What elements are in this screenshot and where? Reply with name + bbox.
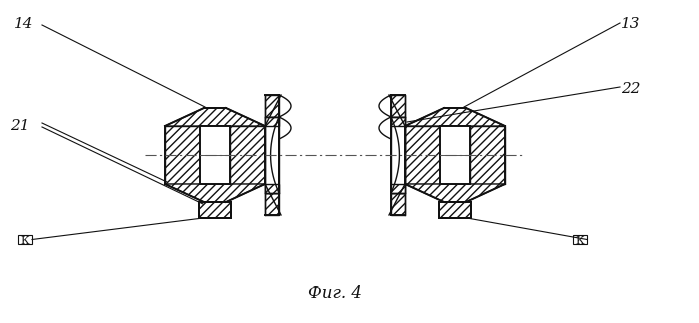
Bar bbox=[200, 126, 230, 184]
Bar bbox=[440, 126, 470, 184]
Bar bbox=[405, 126, 440, 184]
Bar bbox=[165, 126, 200, 184]
Polygon shape bbox=[391, 184, 405, 193]
Bar bbox=[200, 126, 230, 184]
Text: Фиг. 4: Фиг. 4 bbox=[308, 285, 362, 302]
Polygon shape bbox=[265, 184, 279, 193]
Bar bbox=[230, 126, 265, 184]
Bar bbox=[265, 117, 279, 193]
Bar bbox=[440, 126, 470, 184]
Polygon shape bbox=[265, 117, 279, 126]
Bar bbox=[391, 117, 405, 193]
Polygon shape bbox=[405, 184, 505, 202]
Polygon shape bbox=[265, 193, 279, 215]
Text: 14: 14 bbox=[14, 17, 34, 31]
Polygon shape bbox=[391, 95, 405, 117]
Polygon shape bbox=[265, 95, 279, 117]
Polygon shape bbox=[165, 108, 265, 126]
Bar bbox=[470, 126, 505, 184]
Bar bbox=[573, 235, 587, 244]
Polygon shape bbox=[391, 193, 405, 215]
Text: 21: 21 bbox=[10, 119, 29, 133]
Bar bbox=[18, 235, 32, 244]
Text: К: К bbox=[20, 235, 29, 245]
Polygon shape bbox=[391, 117, 405, 126]
Text: 13: 13 bbox=[621, 17, 640, 31]
Polygon shape bbox=[165, 184, 265, 202]
Text: К: К bbox=[575, 235, 584, 245]
Polygon shape bbox=[439, 202, 471, 218]
Polygon shape bbox=[405, 108, 505, 126]
Text: 22: 22 bbox=[621, 82, 640, 96]
Polygon shape bbox=[199, 202, 231, 218]
